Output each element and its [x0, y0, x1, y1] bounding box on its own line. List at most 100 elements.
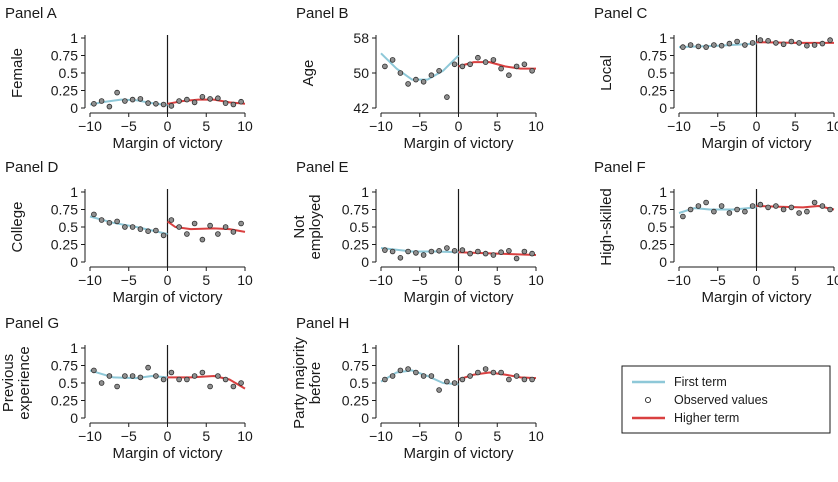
panel-c-observed-point: [780, 41, 787, 48]
panel-h-xtick-label: 0: [455, 428, 463, 444]
panel-b-observed-point: [420, 79, 427, 85]
panel-g-ytick-label: 0.25: [51, 393, 78, 409]
panel-d-observed-point: [207, 222, 213, 229]
panel-a-observed-point: [222, 100, 229, 106]
panel-e-observed-point: [420, 252, 427, 258]
panel-b-first-term-line: [380, 52, 460, 81]
panel-f-observed-point: [757, 201, 764, 208]
panel-e-observed-point: [513, 255, 520, 262]
panel-b-observed-point: [482, 59, 489, 65]
panel-a-observed-point: [129, 96, 136, 103]
panel-c-ytick-label: 1: [659, 30, 667, 46]
panel-d-observed-point: [98, 217, 105, 223]
panel-b-observed-point: [389, 57, 396, 63]
panel-g-higher-term-line: [167, 375, 246, 390]
panel-e-observed-point: [428, 248, 435, 255]
panel-b-ytick-label: 58: [353, 30, 369, 46]
panel-b-observed-point: [459, 63, 466, 70]
panel-g-observed-point: [222, 376, 229, 383]
panel-a-ytick-label: 0.75: [51, 48, 78, 64]
panel-f-observed-point: [703, 199, 709, 206]
panel-c-xtick-label: 5: [791, 118, 799, 134]
panel-b-xlabel: Margin of victory: [403, 135, 514, 152]
panel-b-observed-point: [413, 76, 419, 83]
panel-d-ytick-label: 0.5: [59, 219, 79, 235]
panel-c-observed-point: [773, 40, 779, 46]
panel-d-observed-point: [191, 220, 198, 227]
panel-e-ytick-label: 0: [361, 254, 369, 270]
panel-f-observed-point: [711, 208, 717, 215]
panel-b-observed-point: [521, 61, 528, 68]
panel-d-ylabel-line: College: [9, 202, 26, 253]
panel-h-observed-point: [506, 376, 512, 383]
panel-f-observed-point: [804, 208, 810, 215]
panel-h-ytick-label: 0: [361, 410, 369, 426]
panel-h-observed-point: [521, 376, 528, 383]
panel-d-observed-point: [160, 232, 167, 239]
panel-g-observed-point: [199, 369, 206, 376]
panel-e-observed-point: [413, 250, 419, 256]
panel-c-xtick-label: 10: [826, 118, 838, 134]
panel-h-ylabel-line: before: [307, 362, 324, 405]
panel-h-observed-point: [382, 376, 388, 383]
panel-h-observed-point: [428, 373, 435, 379]
panel-h-observed-point: [405, 366, 411, 372]
panel-g-observed-point: [230, 383, 237, 390]
panel-h-ytick-label: 0.75: [342, 358, 369, 374]
panel-d-ylabel: College: [9, 202, 26, 253]
panel-d-observed-point: [129, 224, 136, 230]
panel-a-observed-point: [91, 101, 97, 107]
panel-g-observed-point: [160, 376, 167, 383]
panel-f-ytick-label: 0.75: [640, 202, 667, 218]
panel-b-xtick-label: −5: [412, 118, 428, 134]
panel-b-xtick-label: −10: [369, 118, 393, 134]
panel-e-observed-point: [436, 248, 442, 254]
panel-g-observed-point: [168, 369, 175, 376]
panel-f-observed-point: [796, 210, 802, 216]
panel-b-xtick-label: 0: [455, 118, 463, 134]
panel-a-xtick-label: −5: [121, 118, 137, 134]
panel-d-observed-point: [137, 226, 144, 232]
panel-c-ytick-label: 0.25: [640, 83, 667, 99]
panel-e-observed-point: [467, 250, 473, 257]
panel-h-observed-point: [513, 373, 520, 379]
panel-c-observed-point: [742, 42, 748, 48]
legend-label-observed-values: Observed values: [674, 393, 768, 407]
panel-e-ylabel-line: Not: [291, 214, 308, 238]
panel-d-observed-point: [122, 224, 128, 230]
panel-c-xtick-label: −5: [710, 118, 726, 134]
panel-a-ylabel: Female: [9, 48, 26, 98]
panel-h-observed-point: [413, 369, 419, 376]
panel-f-ytick-label: 0.5: [648, 219, 668, 235]
panel-d-observed-point: [106, 220, 113, 226]
panel-d-observed-point: [215, 231, 221, 237]
panel-g-observed-point: [106, 373, 113, 379]
panel-a-observed-point: [160, 101, 167, 108]
panel-b-observed-point: [436, 68, 442, 74]
panel-f-observed-point: [695, 203, 702, 209]
panel-g-xtick-label: −5: [121, 428, 137, 444]
panel-a-observed-point: [122, 98, 128, 104]
panel-g-observed-point: [238, 380, 244, 386]
panel-d-observed-point: [230, 229, 237, 235]
panel-e-observed-point: [490, 252, 497, 258]
panel-a-observed-point: [176, 98, 182, 104]
panel-a-xlabel: Margin of victory: [112, 135, 223, 152]
panel-b-observed-point: [444, 94, 450, 100]
panel-b-ylabel: Age: [300, 60, 317, 87]
panel-h-ytick-label: 0.5: [350, 375, 370, 391]
panel-c-observed-point: [788, 38, 795, 45]
panel-e-first-term-line: [380, 247, 459, 254]
panel-g-observed-point: [114, 383, 120, 390]
panel-d-observed-point: [145, 228, 151, 235]
panel-h-title: Panel H: [296, 315, 349, 332]
panel-b: Panel B Age 42 50 58 −10 −5 0 5 10 Margin of victo…: [296, 5, 544, 152]
panel-e-ylabel-line: employed: [307, 194, 324, 259]
panel-b-title: Panel B: [296, 5, 349, 22]
panel-c-xtick-label: 0: [753, 118, 761, 134]
panel-b-observed-point: [490, 57, 497, 63]
panel-e-observed-point: [529, 250, 535, 257]
